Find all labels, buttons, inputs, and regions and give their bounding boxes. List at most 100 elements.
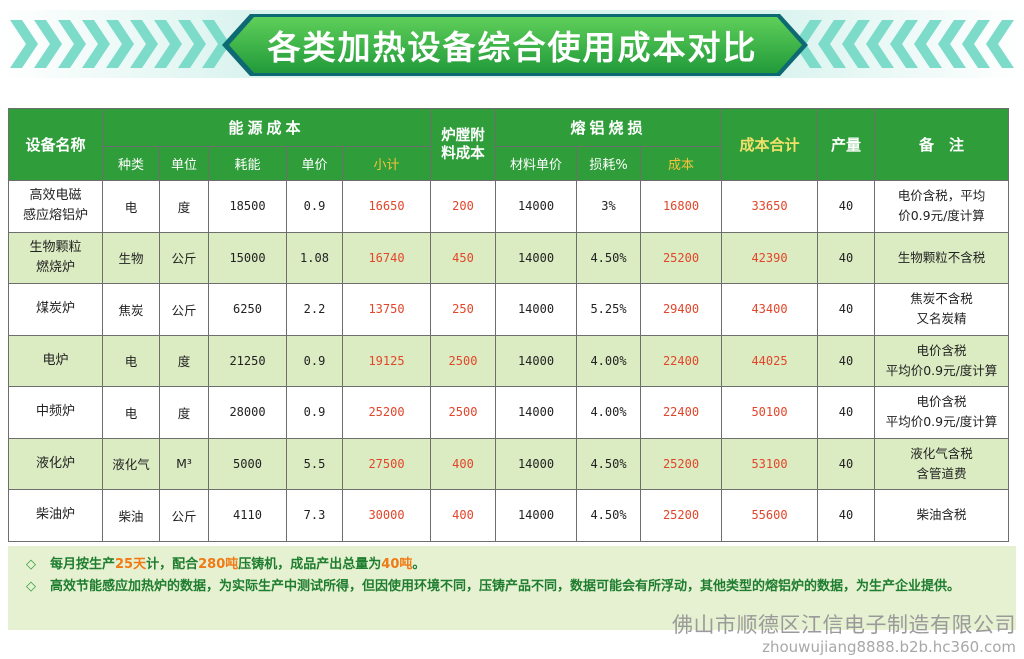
table-body: 高效电磁 感应熔铝炉电度 18500 0.9 16650 200 14000 3% 16800 3…	[8, 180, 1009, 542]
note-text-2: 高效节能感应加热炉的数据，为实际生产中测试所得，但因使用环境不同，压铸产品不同，…	[50, 579, 961, 594]
cell-subtotal: 19125	[342, 334, 431, 387]
cell-remark: 液化气含税 含管道费	[874, 437, 1009, 490]
cell-output: 40	[817, 231, 875, 284]
cell-output: 40	[817, 180, 875, 233]
cell-type: 电	[102, 386, 160, 439]
chevron-left-icon	[130, 20, 158, 68]
table-row: 柴油炉 柴油 公斤 4110 7.3 30000 400 14000 4.50% 25200 556…	[8, 489, 1009, 542]
cell-price: 0.9	[286, 180, 343, 233]
note-highlight-tonnage: 280吨	[198, 557, 239, 572]
cell-material-price: 14000	[495, 231, 577, 284]
cell-consumption: 4110	[208, 489, 287, 542]
cell-unit: M³	[159, 437, 209, 490]
cell-unit: 度	[159, 386, 209, 439]
cell-output: 40	[817, 489, 875, 542]
cell-remark: 电价含税 平均价0.9元/度计算	[874, 386, 1009, 439]
cell-loss-pct: 4.50%	[576, 489, 641, 542]
chevron-left-icon	[58, 20, 86, 68]
notes-panel: ◇ 每月按生产25天计，配合280吨压铸机，成品产出总量为40吨。 ◇ 高效节能…	[8, 546, 1016, 630]
banner-arrows	[0, 10, 1024, 78]
table-subheader-row: 种类 单位 耗能 单价 小计 材料单价 损耗% 成本	[9, 146, 1009, 181]
cell-unit: 公斤	[159, 231, 209, 284]
cell-consumption: 21250	[208, 334, 287, 387]
cell-cost: 29400	[640, 283, 722, 336]
header-subtotal: 小计	[342, 146, 431, 181]
chevron-right-icon	[890, 20, 918, 68]
header-consumption: 耗能	[208, 146, 287, 181]
table-row: 液化炉 液化气 M³ 5000 5.5 27500 400 14000 4.50% 25200 53…	[8, 437, 1009, 490]
cell-name: 生物颗粒 燃烧炉	[8, 231, 103, 284]
cell-subtotal: 13750	[342, 283, 431, 336]
cell-consumption: 28000	[208, 386, 287, 439]
cell-total-cost: 43400	[721, 283, 818, 336]
cell-furnace-cost: 450	[430, 231, 496, 284]
chevron-right-icon	[962, 20, 990, 68]
chevron-left-icon	[10, 20, 38, 68]
cell-subtotal: 16650	[342, 180, 431, 233]
cell-consumption: 6250	[208, 283, 287, 336]
header-energy-cost: 能源成本	[102, 108, 431, 147]
cell-furnace-cost: 400	[430, 437, 496, 490]
cell-material-price: 14000	[495, 283, 577, 336]
cell-type: 液化气	[102, 437, 160, 490]
cell-consumption: 18500	[208, 180, 287, 233]
cell-output: 40	[817, 386, 875, 439]
cell-loss-pct: 4.50%	[576, 437, 641, 490]
note-highlight-output: 40吨	[381, 557, 413, 572]
cell-remark: 柴油含税	[874, 489, 1009, 542]
table-row: 电炉电度 21250 0.9 19125 2500 14000 4.00% 22400 4402…	[8, 334, 1009, 387]
cell-remark: 焦炭不含税 又名炭精	[874, 283, 1009, 336]
cell-consumption: 15000	[208, 231, 287, 284]
cell-furnace-cost: 2500	[430, 386, 496, 439]
cell-type: 焦炭	[102, 283, 160, 336]
cell-price: 0.9	[286, 386, 343, 439]
cell-total-cost: 53100	[721, 437, 818, 490]
cell-name: 高效电磁 感应熔铝炉	[8, 180, 103, 233]
cell-remark: 电价含税，平均 价0.9元/度计算	[874, 180, 1009, 233]
title-banner: 各类加热设备综合使用成本对比	[0, 0, 1024, 88]
cell-furnace-cost: 200	[430, 180, 496, 233]
table-row: 中频炉电度 28000 0.9 25200 2500 14000 4.00% 22400 501…	[8, 386, 1009, 439]
chevron-right-icon	[914, 20, 942, 68]
cell-subtotal: 16740	[342, 231, 431, 284]
cell-total-cost: 55600	[721, 489, 818, 542]
cell-type: 电	[102, 334, 160, 387]
table-row: 生物颗粒 燃烧炉 生物 公斤 15000 1.08 16740 450 14000 4.50% 25…	[8, 231, 1009, 284]
cell-total-cost: 42390	[721, 231, 818, 284]
watermark-url: zhouwujiang8888.b2b.hc360.com	[762, 638, 1016, 656]
cell-type: 生物	[102, 231, 160, 284]
cell-remark: 电价含税 平均价0.9元/度计算	[874, 334, 1009, 387]
header-total-cost: 成本合计	[721, 108, 818, 181]
cell-output: 40	[817, 334, 875, 387]
note-text: 计，配合	[146, 557, 199, 572]
header-unit: 单位	[159, 146, 209, 181]
note-text: 压铸机，成品产出总量为	[238, 557, 382, 572]
cell-name: 液化炉	[8, 437, 103, 490]
cell-material-price: 14000	[495, 437, 577, 490]
cell-unit: 度	[159, 334, 209, 387]
chevron-right-icon	[986, 20, 1014, 68]
cell-total-cost: 33650	[721, 180, 818, 233]
header-cost: 成本	[640, 146, 722, 181]
header-melt-loss: 熔铝烧损	[495, 108, 722, 147]
header-remark: 备 注	[874, 108, 1009, 181]
page-title: 各类加热设备综合使用成本对比	[267, 28, 758, 67]
watermark-company: 佛山市顺德区江信电子制造有限公司	[672, 613, 1016, 637]
cell-unit: 度	[159, 180, 209, 233]
header-type: 种类	[102, 146, 160, 181]
cell-cost: 25200	[640, 437, 722, 490]
chevron-left-icon	[178, 20, 206, 68]
cell-furnace-cost: 250	[430, 283, 496, 336]
cell-unit: 公斤	[159, 489, 209, 542]
cell-name: 柴油炉	[8, 489, 103, 542]
cell-furnace-cost: 2500	[430, 334, 496, 387]
note-text-1: 每月按生产25天计，配合280吨压铸机，成品产出总量为40吨。	[50, 554, 425, 576]
cell-material-price: 14000	[495, 489, 577, 542]
cell-unit: 公斤	[159, 283, 209, 336]
cell-remark: 生物颗粒不含税	[874, 231, 1009, 284]
cell-subtotal: 27500	[342, 437, 431, 490]
cell-cost: 16800	[640, 180, 722, 233]
chevron-right-icon	[842, 20, 870, 68]
cell-furnace-cost: 400	[430, 489, 496, 542]
header-equipment: 设备名称	[8, 108, 103, 181]
